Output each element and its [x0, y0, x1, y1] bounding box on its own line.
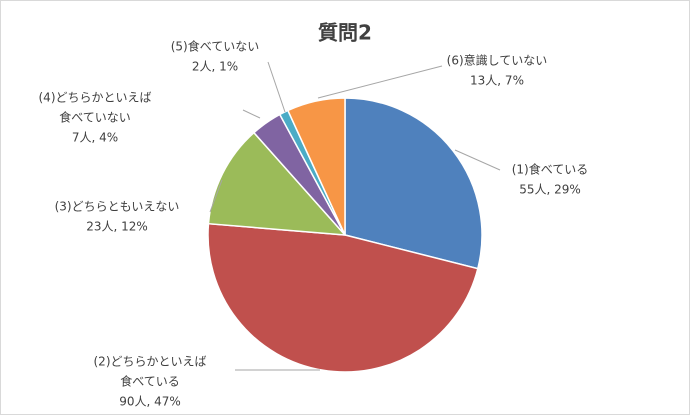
leader-line	[209, 179, 223, 213]
value-label: 23人, 12%	[86, 220, 148, 234]
pie-slice	[207, 222, 479, 373]
slice-label: (3)どちらともいえない	[55, 200, 180, 214]
slice-label: (6)意識していない	[447, 53, 548, 68]
pie-slice	[344, 97, 483, 270]
leader-line	[317, 65, 443, 99]
slice-label: (1)食べている	[512, 162, 589, 177]
value-label: 90人, 47%	[119, 395, 181, 409]
leader-line	[454, 149, 501, 171]
leader-line	[242, 109, 261, 119]
leader-line	[267, 61, 286, 113]
slice-label: 食べている	[120, 374, 180, 389]
slice-label: (5)食べていない	[171, 39, 260, 54]
pie-slice	[207, 131, 347, 236]
value-label: 7人, 4%	[72, 131, 118, 145]
value-label: 13人, 7%	[470, 74, 524, 88]
chart-title: 質問2	[318, 21, 372, 45]
slice-label: (4)どちらかといえば	[39, 91, 152, 105]
pie-slice	[286, 97, 346, 236]
value-label: 2人, 1%	[192, 60, 238, 74]
slice-label: 食べていない	[59, 110, 131, 125]
slice-label: (2)どちらかといえば	[94, 355, 207, 369]
value-label: 55人, 29%	[519, 183, 581, 197]
